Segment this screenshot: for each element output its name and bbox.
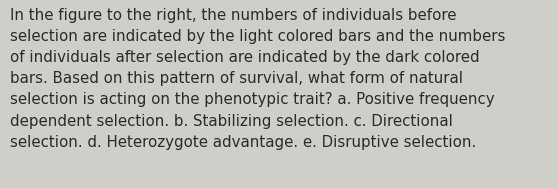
- Text: In the figure to the right, the numbers of individuals before
selection are indi: In the figure to the right, the numbers …: [10, 8, 506, 150]
